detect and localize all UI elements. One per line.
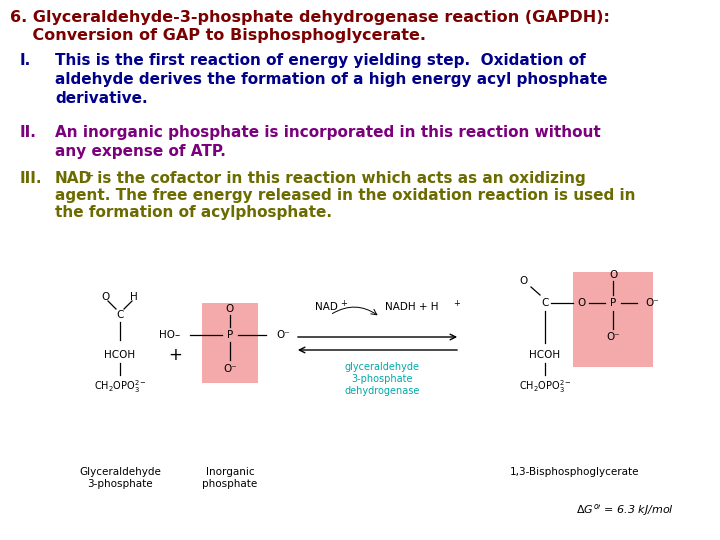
Text: NAD: NAD bbox=[55, 171, 92, 186]
Text: CH$_2$OPO$_3^{2-}$: CH$_2$OPO$_3^{2-}$ bbox=[518, 379, 572, 395]
Text: $\Delta G^{o\prime}$ = 6.3 kJ/mol: $\Delta G^{o\prime}$ = 6.3 kJ/mol bbox=[576, 502, 674, 518]
Text: the formation of acylphosphate.: the formation of acylphosphate. bbox=[55, 205, 332, 220]
Text: HCOH: HCOH bbox=[529, 350, 561, 360]
Text: O⁻: O⁻ bbox=[645, 298, 659, 308]
Text: P: P bbox=[610, 298, 616, 308]
Text: 6. Glyceraldehyde-3-phosphate dehydrogenase reaction (GAPDH):: 6. Glyceraldehyde-3-phosphate dehydrogen… bbox=[10, 10, 610, 25]
Text: is the cofactor in this reaction which acts as an oxidizing: is the cofactor in this reaction which a… bbox=[92, 171, 586, 186]
Text: I.: I. bbox=[20, 53, 31, 68]
Text: 1,3-Bisphosphoglycerate: 1,3-Bisphosphoglycerate bbox=[510, 467, 640, 477]
Text: O: O bbox=[577, 298, 585, 308]
Text: O⁻: O⁻ bbox=[223, 364, 237, 374]
Text: +: + bbox=[168, 346, 182, 364]
Text: NADH + H: NADH + H bbox=[385, 302, 438, 312]
Text: +: + bbox=[453, 300, 460, 308]
Text: O: O bbox=[226, 304, 234, 314]
Text: O⁻: O⁻ bbox=[606, 332, 620, 342]
Text: CH$_2$OPO$_3^{2-}$: CH$_2$OPO$_3^{2-}$ bbox=[94, 379, 146, 395]
Text: Conversion of GAP to Bisphosphoglycerate.: Conversion of GAP to Bisphosphoglycerate… bbox=[10, 28, 426, 43]
Text: H: H bbox=[130, 292, 138, 302]
Text: O: O bbox=[102, 292, 110, 302]
Text: C: C bbox=[541, 298, 549, 308]
Bar bbox=[202, 303, 258, 383]
Text: Inorganic: Inorganic bbox=[206, 467, 254, 477]
Text: 3-phosphate: 3-phosphate bbox=[87, 479, 153, 489]
Text: O: O bbox=[609, 270, 617, 280]
Text: agent. The free energy released in the oxidation reaction is used in: agent. The free energy released in the o… bbox=[55, 188, 636, 203]
Bar bbox=[573, 272, 653, 367]
Text: C: C bbox=[117, 310, 124, 320]
Text: O⁻: O⁻ bbox=[276, 330, 289, 340]
Text: HCOH: HCOH bbox=[104, 350, 135, 360]
Text: Glyceraldehyde: Glyceraldehyde bbox=[79, 467, 161, 477]
Text: This is the first reaction of energy yielding step.  Oxidation of
aldehyde deriv: This is the first reaction of energy yie… bbox=[55, 53, 608, 106]
Text: +: + bbox=[85, 171, 94, 181]
Text: phosphate: phosphate bbox=[202, 479, 258, 489]
Text: +: + bbox=[340, 300, 347, 308]
Text: III.: III. bbox=[20, 171, 42, 186]
Text: II.: II. bbox=[20, 125, 37, 140]
Text: O: O bbox=[519, 276, 527, 286]
Text: HO–: HO– bbox=[158, 330, 180, 340]
Text: NAD: NAD bbox=[315, 302, 338, 312]
Text: P: P bbox=[227, 330, 233, 340]
Text: dehydrogenase: dehydrogenase bbox=[344, 386, 420, 396]
Text: glyceraldehyde: glyceraldehyde bbox=[344, 362, 420, 372]
Text: An inorganic phosphate is incorporated in this reaction without
any expense of A: An inorganic phosphate is incorporated i… bbox=[55, 125, 600, 159]
Text: 3-phosphate: 3-phosphate bbox=[351, 374, 413, 384]
